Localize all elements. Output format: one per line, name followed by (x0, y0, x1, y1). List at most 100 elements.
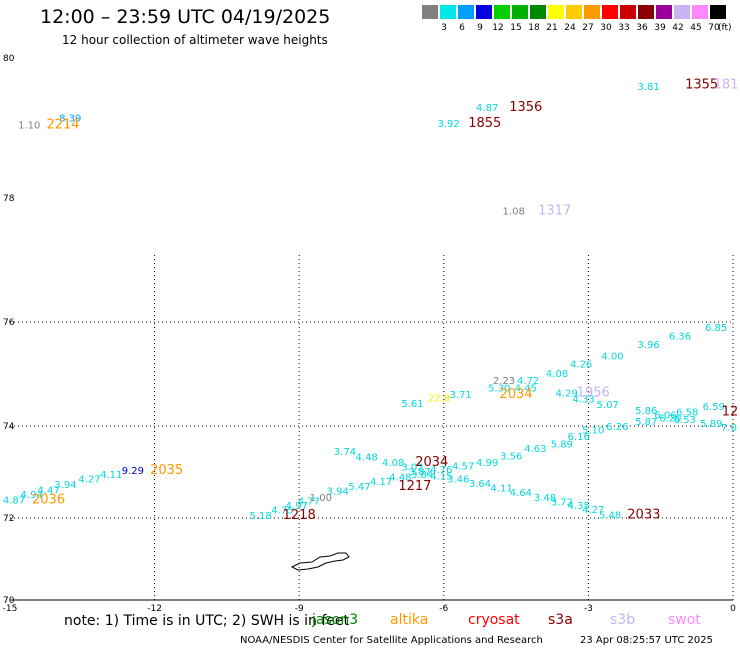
legend-label: 15 (510, 23, 522, 33)
latitude-tick-label: 72 (3, 514, 14, 524)
wave-height-value: 4.45 (515, 384, 537, 395)
wave-height-value: 3.92 (437, 119, 459, 130)
wave-height-value: 3.94 (327, 486, 349, 497)
footnote: note: 1) Time is in UTC; 2) SWH is in fe… (64, 613, 350, 629)
wave-height-value: 6.36 (669, 332, 691, 343)
legend-label: 33 (618, 23, 630, 33)
wave-height-value: 3.56 (500, 451, 522, 462)
legend-swatch (620, 5, 636, 19)
wave-height-value: 3.71 (450, 390, 472, 401)
longitude-tick-label: -9 (295, 604, 304, 614)
wave-height-value: 6.06 (654, 411, 676, 422)
pass-time-label: 181 (714, 78, 739, 93)
wave-height-value: 4.87 (476, 103, 498, 114)
wave-height-value: 4.94 (21, 490, 43, 501)
wave-height-value: 4.29 (556, 389, 578, 400)
wave-height-value: 6.59 (703, 402, 725, 413)
generated-timestamp: 23 Apr 08:25:57 UTC 2025 (580, 635, 713, 646)
wave-height-value: 4.08 (382, 458, 404, 469)
pass-time-label: 2034 (415, 455, 448, 470)
latitude-tick-label: 74 (3, 422, 15, 432)
wave-height-value: 4.77 (298, 497, 320, 508)
wave-height-value: 4.75 (271, 506, 293, 517)
pass-time-label: 1855 (468, 116, 501, 131)
wave-height-value: 4.48 (356, 452, 378, 463)
wave-height-value: 6.16 (568, 432, 590, 443)
wave-height-value: 4.87 (3, 496, 25, 507)
legend-label: 6 (459, 23, 465, 33)
pass-time-label: 2036 (32, 493, 65, 508)
legend-swatch (566, 5, 582, 19)
wave-height-value: 4.64 (510, 488, 532, 499)
legend-swatch (512, 5, 528, 19)
wave-height-value: 3.46 (447, 474, 469, 485)
wave-height-value: 4.57 (452, 462, 474, 473)
satellite-legend-jason3: jason3 (312, 612, 359, 628)
longitude-tick-label: -3 (584, 604, 593, 614)
legend-swatch (638, 5, 654, 19)
legend-swatch (692, 5, 708, 19)
legend-swatch (458, 5, 474, 19)
wave-height-value: 4.08 (546, 369, 568, 380)
wave-height-value: 4.27 (582, 505, 604, 516)
wave-height-value: 6.26 (606, 422, 628, 433)
wave-height-value: 6.53 (674, 415, 696, 426)
legend-label: 24 (564, 23, 576, 33)
legend-label: 21 (546, 23, 558, 33)
wave-height-value: 1.00 (310, 493, 332, 504)
jan-mayen-coastline (290, 552, 350, 571)
legend-label: 45 (690, 23, 702, 33)
wave-height-value: 4.35 (568, 501, 590, 512)
wave-height-value: 8.39 (59, 114, 81, 125)
legend-swatch (674, 5, 690, 19)
wave-height-value: 1.10 (18, 121, 40, 132)
wave-height-value: 7.0 (721, 423, 737, 434)
wave-height-value: 4.26 (570, 360, 592, 371)
legend-swatch (602, 5, 618, 19)
legend-swatch (710, 5, 726, 19)
wave-height-value: 6.58 (676, 407, 698, 418)
legend-label: 27 (582, 23, 594, 33)
wave-height-value: 5.48 (599, 510, 621, 521)
pass-time-label: 2035 (150, 463, 183, 478)
pass-time-label: 1317 (538, 203, 571, 218)
wave-height-value: 3.64 (469, 479, 491, 490)
pass-time-label: 1218 (283, 508, 316, 523)
wave-height-value: 4.00 (601, 351, 623, 362)
wave-height-value: 5.30 (488, 384, 510, 395)
legend-label: 39 (654, 23, 666, 33)
pass-time-label: 2033 (627, 507, 660, 522)
wave-height-value: 4.47 (37, 485, 59, 496)
wave-height-value: 4.11 (491, 484, 513, 495)
pass-time-label: 1355 (685, 78, 718, 93)
wave-height-value: 4.17 (370, 477, 392, 488)
wave-height-value: 4.99 (476, 458, 498, 469)
legend-label: 36 (636, 23, 648, 33)
wave-height-value: 4.72 (517, 376, 539, 387)
wave-height-value: 3.94 (54, 480, 76, 491)
latitude-tick-label: 80 (3, 54, 15, 64)
wave-height-value: 3.72 (551, 497, 573, 508)
legend-label: 18 (528, 23, 540, 33)
satellite-legend-swot: swot (668, 612, 701, 628)
map-title: 12:00 – 23:59 UTC 04/19/2025 (40, 6, 331, 28)
legend-swatch (494, 5, 510, 19)
wave-height-value: 3.48 (534, 493, 556, 504)
pass-time-label: 2214 (46, 118, 79, 133)
latitude-tick-label: 78 (3, 194, 15, 204)
wave-height-value: 5.87 (635, 417, 657, 428)
legend-label: 9 (477, 23, 483, 33)
wave-height-value: 22.8 (428, 393, 450, 404)
pass-time-label: 1356 (509, 100, 542, 115)
longitude-tick-label: -6 (439, 604, 448, 614)
wave-height-value: 5.18 (250, 511, 272, 522)
wave-height-value: 3.02 (401, 462, 423, 473)
latitude-tick-label: 70 (3, 596, 15, 606)
longitude-tick-label: 0 (730, 604, 736, 614)
legend-label: 30 (600, 23, 612, 33)
wave-height-value: 2.23 (493, 376, 515, 387)
legend-label: 3 (441, 23, 447, 33)
wave-height-value: 1.08 (503, 206, 525, 217)
map-subtitle: 12 hour collection of altimeter wave hei… (62, 33, 328, 47)
